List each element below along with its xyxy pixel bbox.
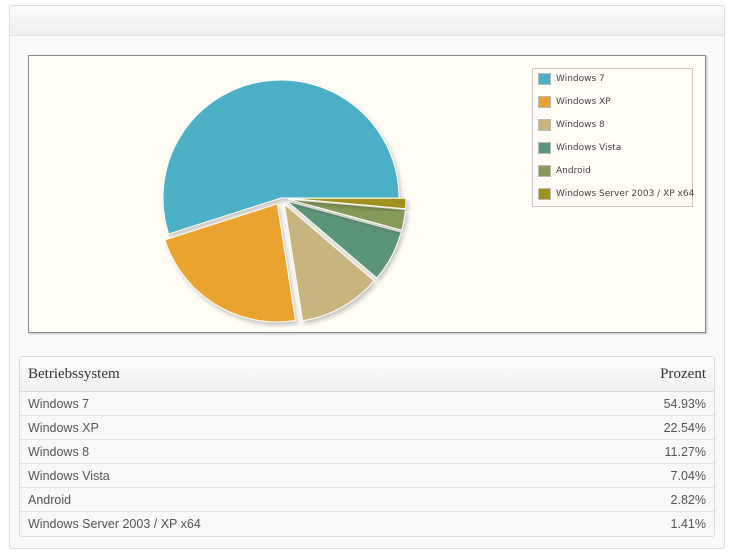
table-row: Windows 7 54.93%	[20, 392, 714, 416]
column-header-percent: Prozent	[660, 365, 706, 382]
cell-percent: 11.27%	[664, 444, 706, 459]
cell-os: Android	[28, 492, 72, 507]
cell-os: Windows 7	[28, 396, 90, 411]
legend-item: Android	[538, 164, 591, 178]
pie-slice-windows-8	[283, 202, 375, 322]
legend-swatch	[538, 119, 551, 131]
cell-percent: 22.54%	[663, 420, 706, 435]
cell-os: Windows Vista	[28, 468, 110, 483]
legend-swatch	[538, 188, 551, 200]
chart-legend: Windows 7 Windows XP Windows 8 Windows V…	[532, 68, 694, 207]
legend-label: Windows XP	[556, 97, 611, 107]
cell-percent: 54.93%	[663, 396, 706, 411]
pie-slice-windows-server-2003-xp-x64	[287, 197, 407, 210]
column-header-os: Betriebssystem	[28, 365, 120, 382]
table-row: Windows 8 11.27%	[20, 440, 714, 464]
pie-slice-windows-xp	[164, 203, 297, 323]
cell-percent: 1.41%	[670, 517, 706, 531]
legend-item: Windows Vista	[538, 141, 621, 155]
pie-slice-windows-7	[162, 79, 400, 235]
pie-chart-svg	[162, 79, 407, 323]
legend-swatch	[538, 165, 551, 177]
table-header: Betriebssystem Prozent	[20, 357, 714, 392]
panel-header	[10, 6, 724, 36]
legend-item: Windows 8	[538, 118, 605, 132]
cell-os: Windows Server 2003 / XP x64	[28, 517, 201, 531]
legend-swatch	[538, 142, 551, 154]
pie-slice-android	[287, 198, 406, 231]
legend-label: Windows Server 2003 / XP x64	[556, 189, 695, 199]
cell-percent: 7.04%	[670, 468, 706, 483]
table-row: Windows Vista 7.04%	[20, 464, 714, 488]
legend-label: Android	[556, 166, 591, 176]
cell-os: Windows 8	[28, 444, 90, 459]
cell-percent: 2.82%	[670, 492, 706, 507]
table-row: Android 2.82%	[20, 488, 714, 512]
legend-item: Windows Server 2003 / XP x64	[538, 187, 694, 201]
table-row: Windows Server 2003 / XP x64 1.41%	[20, 512, 714, 536]
table-row: Windows XP 22.54%	[20, 416, 714, 440]
legend-label: Windows 8	[556, 120, 605, 130]
os-table: Betriebssystem Prozent Windows 7 54.93% …	[19, 356, 715, 537]
legend-swatch	[538, 96, 551, 108]
legend-item: Windows XP	[538, 95, 611, 109]
legend-swatch	[538, 73, 551, 85]
cell-os: Windows XP	[28, 420, 99, 435]
pie-chart: Windows 7 Windows XP Windows 8 Windows V…	[28, 55, 706, 333]
pie-slice-windows-vista	[286, 200, 402, 279]
legend-label: Windows Vista	[556, 143, 622, 153]
legend-item: Windows 7	[538, 72, 605, 86]
legend-label: Windows 7	[556, 74, 605, 84]
